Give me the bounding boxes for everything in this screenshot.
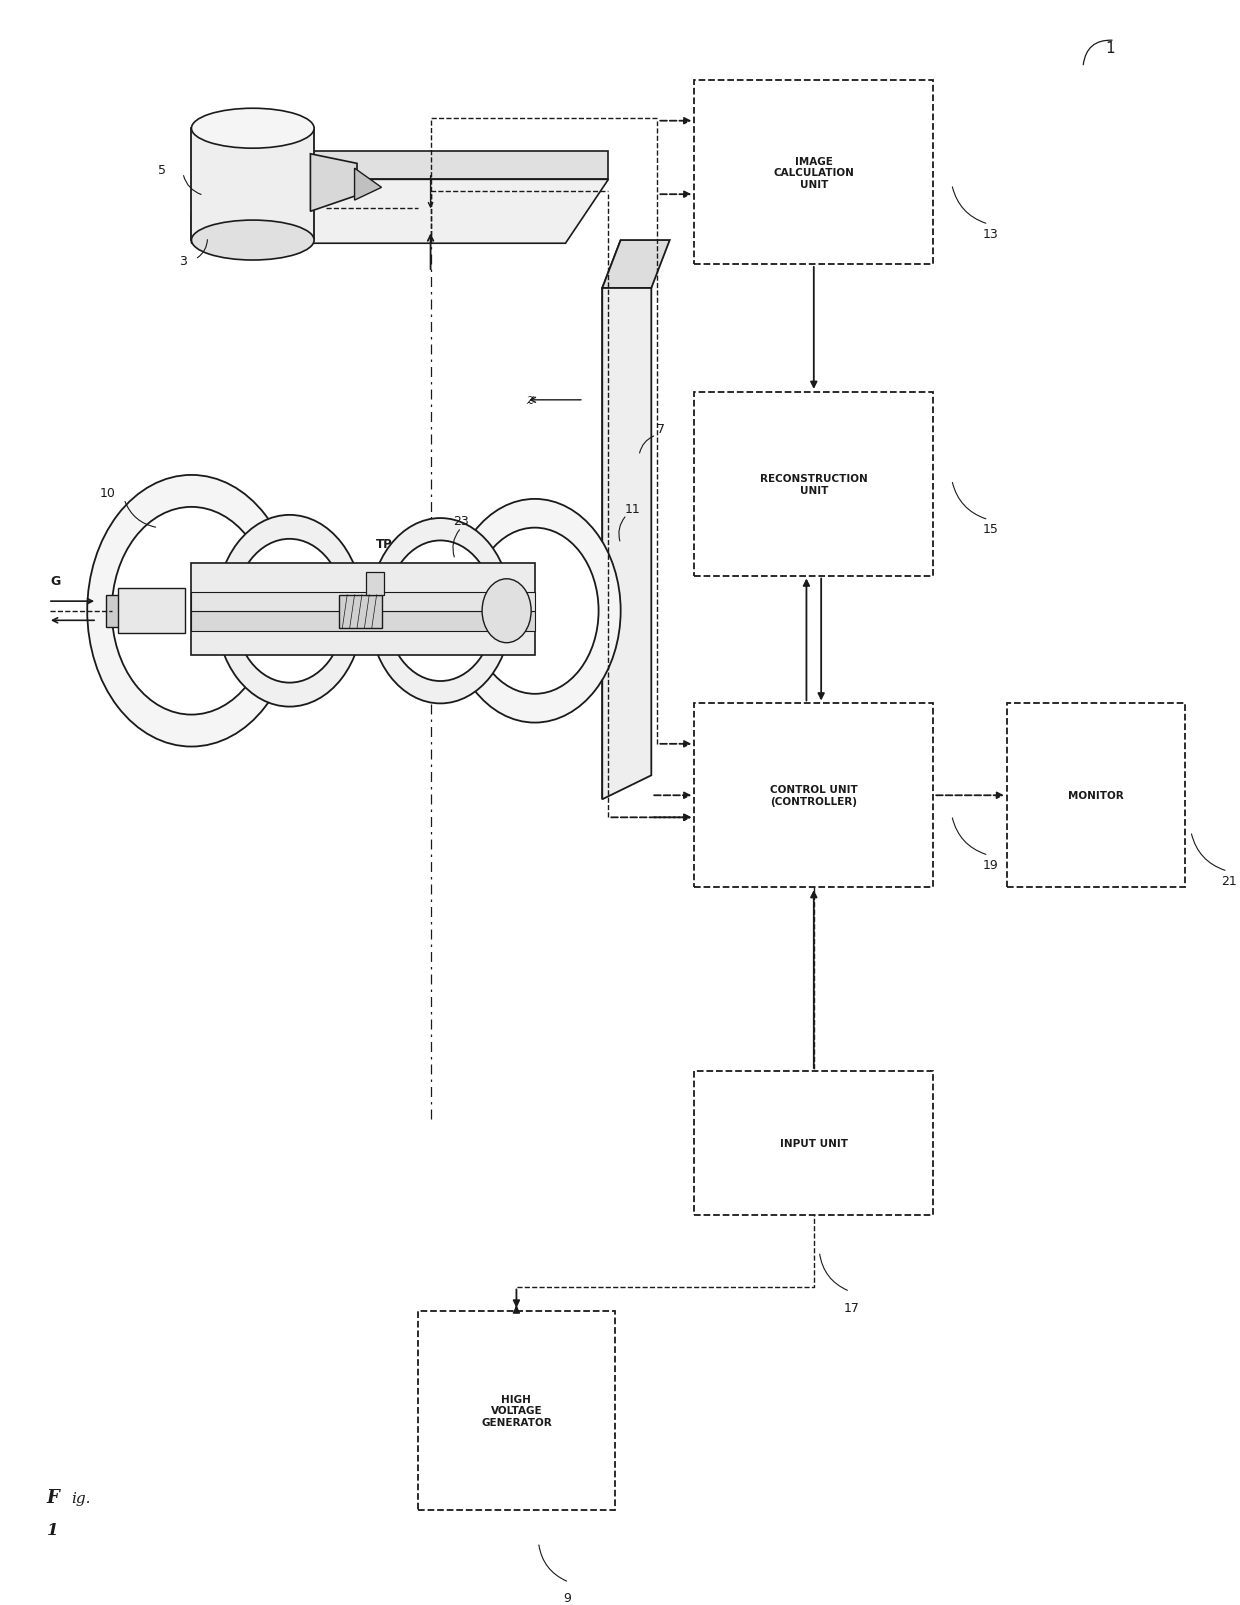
- Polygon shape: [105, 595, 143, 628]
- Text: 9: 9: [563, 1591, 570, 1605]
- Ellipse shape: [191, 221, 314, 262]
- Text: 1: 1: [1105, 40, 1115, 56]
- Text: z: z: [526, 393, 533, 406]
- FancyBboxPatch shape: [694, 1071, 934, 1215]
- Polygon shape: [366, 573, 384, 595]
- Text: 11: 11: [624, 502, 640, 515]
- Polygon shape: [191, 592, 534, 612]
- Polygon shape: [355, 169, 382, 201]
- Text: HIGH
VOLTAGE
GENERATOR: HIGH VOLTAGE GENERATOR: [481, 1393, 552, 1427]
- Text: 1: 1: [47, 1522, 58, 1538]
- Polygon shape: [191, 151, 237, 244]
- Polygon shape: [603, 241, 670, 289]
- Text: 13: 13: [982, 228, 998, 241]
- Text: RECONSTRUCTION
UNIT: RECONSTRUCTION UNIT: [760, 473, 868, 496]
- FancyBboxPatch shape: [694, 82, 934, 265]
- Polygon shape: [603, 289, 651, 799]
- Text: CONTROL UNIT
(CONTROLLER): CONTROL UNIT (CONTROLLER): [770, 785, 858, 807]
- Ellipse shape: [191, 109, 314, 149]
- Circle shape: [87, 475, 295, 746]
- Text: 19: 19: [982, 859, 998, 872]
- Polygon shape: [118, 589, 185, 634]
- Polygon shape: [237, 151, 609, 180]
- Circle shape: [471, 528, 599, 695]
- Text: IMAGE
CALCULATION
UNIT: IMAGE CALCULATION UNIT: [774, 156, 854, 189]
- Text: 10: 10: [99, 486, 115, 499]
- Circle shape: [482, 579, 531, 644]
- Text: MONITOR: MONITOR: [1068, 791, 1123, 801]
- Polygon shape: [603, 241, 621, 799]
- Text: INPUT UNIT: INPUT UNIT: [780, 1138, 848, 1148]
- Text: ig.: ig.: [71, 1491, 91, 1505]
- Text: 15: 15: [982, 523, 998, 536]
- Polygon shape: [310, 154, 357, 212]
- Text: 5: 5: [159, 164, 166, 177]
- FancyBboxPatch shape: [1007, 705, 1184, 888]
- Polygon shape: [191, 563, 534, 656]
- Text: 23: 23: [453, 515, 469, 528]
- FancyBboxPatch shape: [694, 393, 934, 576]
- Circle shape: [387, 541, 495, 682]
- Polygon shape: [339, 595, 382, 629]
- Circle shape: [234, 539, 345, 684]
- Circle shape: [449, 499, 621, 724]
- Text: F: F: [47, 1488, 60, 1507]
- Polygon shape: [191, 128, 314, 241]
- Text: 3: 3: [180, 255, 187, 268]
- FancyBboxPatch shape: [418, 1311, 615, 1510]
- Circle shape: [112, 507, 272, 716]
- Text: 21: 21: [1221, 875, 1238, 888]
- Circle shape: [370, 518, 512, 705]
- Text: G: G: [51, 575, 61, 587]
- Text: TP: TP: [376, 538, 392, 551]
- Text: 17: 17: [844, 1300, 859, 1314]
- Circle shape: [216, 515, 363, 708]
- Text: 7: 7: [657, 422, 666, 435]
- Polygon shape: [191, 180, 609, 244]
- FancyBboxPatch shape: [694, 705, 934, 888]
- Polygon shape: [191, 612, 534, 632]
